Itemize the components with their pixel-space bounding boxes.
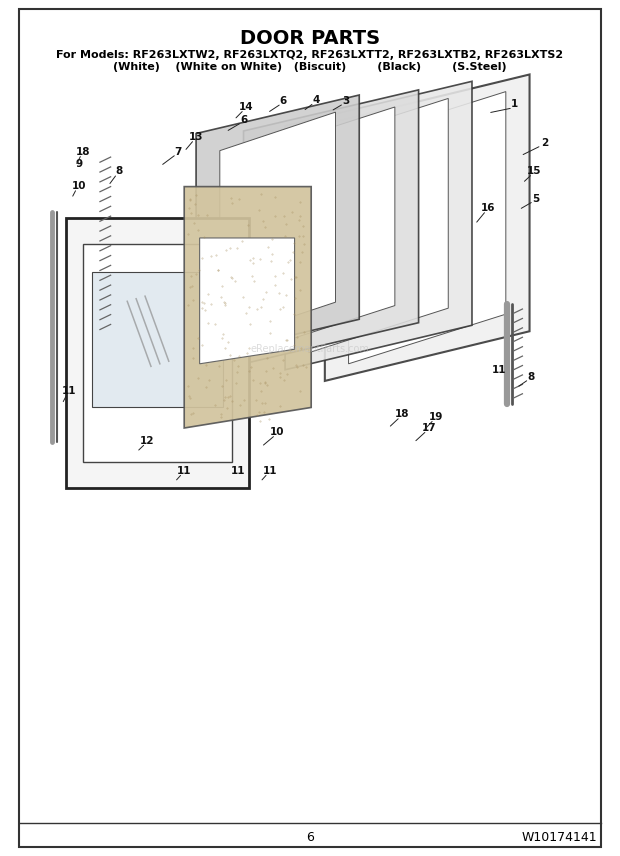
Polygon shape xyxy=(92,272,223,407)
Text: 1: 1 xyxy=(511,99,518,110)
Text: 13: 13 xyxy=(189,132,203,142)
Text: 5: 5 xyxy=(532,193,539,204)
Polygon shape xyxy=(66,218,249,488)
Text: eReplacementParts.com: eReplacementParts.com xyxy=(250,344,370,354)
Text: 3: 3 xyxy=(342,96,349,106)
Text: 7: 7 xyxy=(175,146,182,157)
Text: 18: 18 xyxy=(395,409,409,419)
Text: 9: 9 xyxy=(75,159,82,169)
Polygon shape xyxy=(184,187,311,428)
Text: 11: 11 xyxy=(492,365,506,375)
Text: DOOR PARTS: DOOR PARTS xyxy=(240,29,380,48)
Text: 6: 6 xyxy=(280,96,287,106)
Text: 4: 4 xyxy=(312,95,320,105)
Text: 8: 8 xyxy=(527,372,534,382)
Text: 6: 6 xyxy=(240,115,247,125)
Polygon shape xyxy=(348,92,506,364)
Text: 8: 8 xyxy=(115,166,123,176)
Text: 11: 11 xyxy=(62,386,76,396)
Polygon shape xyxy=(200,238,294,364)
Text: 14: 14 xyxy=(239,102,253,112)
Polygon shape xyxy=(325,74,529,381)
Polygon shape xyxy=(220,112,335,341)
Text: W10174141: W10174141 xyxy=(521,830,597,844)
Polygon shape xyxy=(267,107,395,347)
Text: 2: 2 xyxy=(541,138,548,148)
Text: (White)    (White on White)   (Biscuit)        (Black)        (S.Steel): (White) (White on White) (Biscuit) (Blac… xyxy=(113,62,507,72)
Text: 16: 16 xyxy=(480,203,495,213)
Text: 17: 17 xyxy=(422,423,436,433)
Text: 11: 11 xyxy=(231,466,245,476)
Text: 11: 11 xyxy=(262,466,277,476)
Polygon shape xyxy=(309,98,448,353)
Text: 10: 10 xyxy=(270,427,285,437)
Polygon shape xyxy=(196,95,359,358)
Text: 10: 10 xyxy=(71,181,86,191)
Polygon shape xyxy=(83,244,232,462)
Text: 15: 15 xyxy=(527,166,541,176)
Text: 11: 11 xyxy=(177,466,192,476)
Text: For Models: RF263LXTW2, RF263LXTQ2, RF263LXTT2, RF263LXTB2, RF263LXTS2: For Models: RF263LXTW2, RF263LXTQ2, RF26… xyxy=(56,50,564,60)
Text: 18: 18 xyxy=(76,146,91,157)
Polygon shape xyxy=(285,81,472,370)
Text: 19: 19 xyxy=(428,412,443,422)
Text: 6: 6 xyxy=(306,830,314,844)
Text: 12: 12 xyxy=(140,436,154,446)
Polygon shape xyxy=(244,90,418,364)
